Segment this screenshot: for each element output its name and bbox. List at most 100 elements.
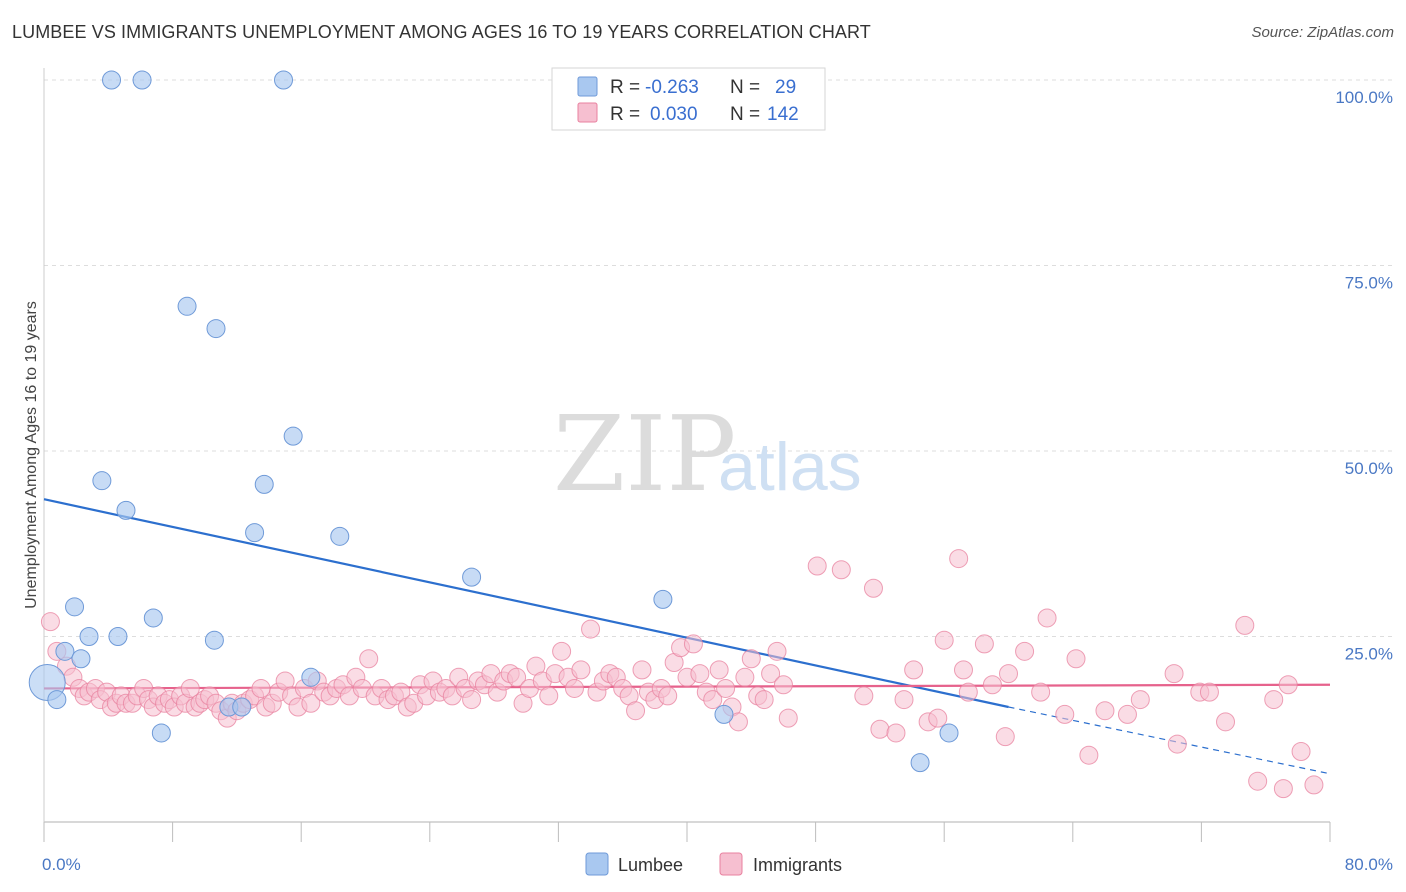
immigrants-point-127 <box>894 690 914 710</box>
lumbee-point-4 <box>71 649 91 669</box>
immigrants-point-108 <box>703 690 723 710</box>
immigrants-point-0 <box>40 612 60 632</box>
immigrants-point-132 <box>953 660 973 680</box>
legend-r-value-1: -0.263 <box>645 77 699 98</box>
lumbee-point-28 <box>939 723 959 743</box>
legend-n-label-1: N = <box>730 77 760 98</box>
legend-n-value-1: 29 <box>775 77 796 98</box>
y-tick-label-2: 50.0% <box>1345 459 1393 478</box>
watermark: ZIP atlas <box>553 393 862 515</box>
immigrants-point-83 <box>539 686 559 706</box>
immigrants-point-125 <box>870 719 890 739</box>
x-tick-labels: 0.0% 80.0% <box>42 855 1393 874</box>
immigrants-point-134 <box>974 634 994 654</box>
chart-title: LUMBEE VS IMMIGRANTS UNEMPLOYMENT AMONG … <box>12 22 871 42</box>
lumbee-point-3 <box>65 597 85 617</box>
axes <box>43 68 1331 842</box>
immigrants-point-25 <box>180 678 200 698</box>
immigrants-point-159 <box>995 727 1015 747</box>
immigrants-point-124 <box>854 686 874 706</box>
watermark-atlas: atlas <box>718 429 862 505</box>
immigrants-point-114 <box>741 649 761 669</box>
immigrants-point-113 <box>735 667 755 687</box>
immigrants-point-109 <box>709 660 729 680</box>
immigrants-point-139 <box>1037 608 1057 628</box>
lumbee-point-14 <box>177 296 197 316</box>
series-legend-swatch-immigrants <box>719 852 743 876</box>
lumbee-trend-line <box>43 498 1009 709</box>
immigrants-point-105 <box>683 634 703 654</box>
immigrants-point-85 <box>552 641 572 661</box>
immigrants-point-157 <box>1304 775 1324 795</box>
immigrants-point-122 <box>831 560 851 580</box>
lumbee-point-26 <box>714 704 734 724</box>
y-tick-label-1: 75.0% <box>1345 274 1393 293</box>
series-legend-swatch-lumbee <box>585 852 609 876</box>
immigrants-point-130 <box>928 708 948 728</box>
immigrants-point-89 <box>581 619 601 639</box>
immigrants-point-149 <box>1199 682 1219 702</box>
immigrants-point-55 <box>359 649 379 669</box>
lumbee-point-24 <box>462 567 482 587</box>
immigrants-point-142 <box>1079 745 1099 765</box>
immigrants-point-110 <box>716 678 736 698</box>
immigrants-point-156 <box>1291 742 1311 762</box>
y-tick-labels: 100.0% 75.0% 50.0% 25.0% <box>1335 88 1393 664</box>
immigrants-point-121 <box>807 556 827 576</box>
immigrants-point-150 <box>1216 712 1236 732</box>
immigrants-point-71 <box>462 690 482 710</box>
immigrants-point-140 <box>1055 704 1075 724</box>
y-tick-label-3: 25.0% <box>1345 645 1393 664</box>
immigrants-point-136 <box>999 664 1018 684</box>
series-legend-label-immigrants: Immigrants <box>753 855 842 875</box>
legend-swatch-lumbee <box>577 76 598 97</box>
lumbee-point-9 <box>143 608 163 628</box>
y-tick-label-0: 100.0% <box>1335 88 1393 107</box>
lumbee-point-22 <box>301 667 321 687</box>
lumbee-point-2 <box>55 641 75 661</box>
lumbee-point-10 <box>151 723 171 743</box>
immigrants-point-123 <box>863 578 883 598</box>
series-legend: Lumbee Immigrants <box>585 852 842 876</box>
data-points <box>28 70 1324 799</box>
lumbee-point-20 <box>254 474 274 494</box>
legend-swatch-immigrants <box>577 102 598 123</box>
source-label: Source: ZipAtlas.com <box>1251 24 1394 41</box>
immigrants-point-131 <box>934 630 954 650</box>
immigrants-point-128 <box>904 660 924 680</box>
immigrants-point-151 <box>1235 615 1255 635</box>
legend-r-value-2: 0.030 <box>650 104 698 125</box>
immigrants-point-137 <box>1015 641 1035 661</box>
lumbee-point-18 <box>232 697 252 717</box>
lumbee-point-23 <box>330 526 350 546</box>
immigrants-point-135 <box>982 675 1002 695</box>
immigrants-point-145 <box>1130 690 1150 710</box>
immigrants-point-147 <box>1167 734 1187 754</box>
x-tick-label-0: 0.0% <box>42 855 81 874</box>
lumbee-point-6 <box>92 471 112 491</box>
immigrants-point-152 <box>1248 771 1268 791</box>
lumbee-point-5 <box>79 627 99 646</box>
lumbee-point-15 <box>206 319 226 339</box>
immigrants-point-144 <box>1117 704 1137 724</box>
lumbee-point-12 <box>132 70 152 90</box>
immigrants-point-146 <box>1164 664 1184 684</box>
legend-n-value-2: 142 <box>767 104 799 125</box>
series-legend-label-lumbee: Lumbee <box>618 855 683 875</box>
immigrants-point-38 <box>251 678 271 698</box>
immigrants-point-96 <box>626 701 646 721</box>
lumbee-point-11 <box>102 70 122 90</box>
immigrants-point-120 <box>778 708 798 728</box>
immigrants-point-133 <box>958 682 978 702</box>
immigrants-point-78 <box>507 667 527 687</box>
correlation-legend: R = -0.263 N = 29 R = 0.030 N = 142 <box>551 67 826 131</box>
immigrants-point-126 <box>886 723 906 743</box>
immigrants-point-97 <box>632 660 652 680</box>
lumbee-point-21 <box>283 426 303 446</box>
gridlines <box>44 79 1392 637</box>
lumbee-point-19 <box>245 523 265 543</box>
lumbee-point-7 <box>108 627 128 646</box>
immigrants-point-154 <box>1273 779 1293 799</box>
immigrants-point-101 <box>658 686 678 706</box>
